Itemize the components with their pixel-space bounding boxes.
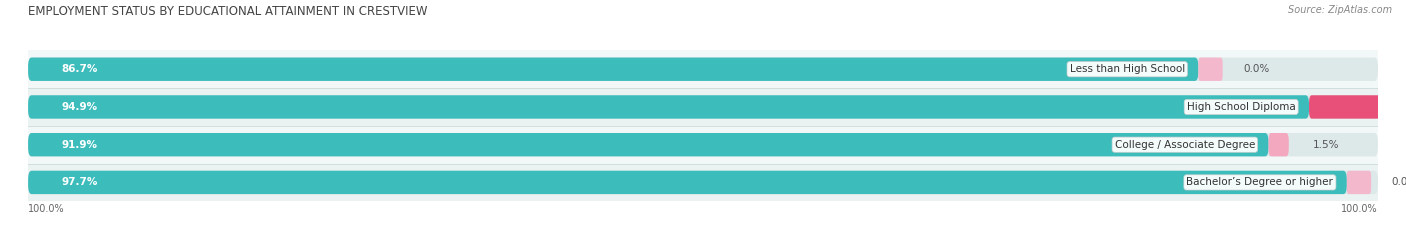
Text: Bachelor’s Degree or higher: Bachelor’s Degree or higher xyxy=(1187,177,1333,187)
Text: EMPLOYMENT STATUS BY EDUCATIONAL ATTAINMENT IN CRESTVIEW: EMPLOYMENT STATUS BY EDUCATIONAL ATTAINM… xyxy=(28,5,427,18)
FancyBboxPatch shape xyxy=(1198,58,1223,81)
FancyBboxPatch shape xyxy=(1268,133,1289,156)
FancyBboxPatch shape xyxy=(1347,171,1371,194)
Text: Source: ZipAtlas.com: Source: ZipAtlas.com xyxy=(1288,5,1392,15)
Text: 97.7%: 97.7% xyxy=(62,177,98,187)
Text: 0.0%: 0.0% xyxy=(1243,64,1270,74)
FancyBboxPatch shape xyxy=(28,171,1347,194)
Text: 86.7%: 86.7% xyxy=(62,64,98,74)
Text: 1.5%: 1.5% xyxy=(1313,140,1340,150)
Text: High School Diploma: High School Diploma xyxy=(1187,102,1295,112)
FancyBboxPatch shape xyxy=(28,58,1198,81)
Bar xyxy=(28,88,1378,126)
FancyBboxPatch shape xyxy=(1309,95,1406,119)
FancyBboxPatch shape xyxy=(28,95,1378,119)
FancyBboxPatch shape xyxy=(28,58,1378,81)
FancyBboxPatch shape xyxy=(28,133,1378,156)
FancyBboxPatch shape xyxy=(28,171,1378,194)
Text: 100.0%: 100.0% xyxy=(1341,204,1378,214)
Text: College / Associate Degree: College / Associate Degree xyxy=(1115,140,1256,150)
Text: 91.9%: 91.9% xyxy=(62,140,98,150)
Bar xyxy=(28,50,1378,88)
Bar xyxy=(28,126,1378,164)
Text: 94.9%: 94.9% xyxy=(62,102,98,112)
FancyBboxPatch shape xyxy=(28,133,1268,156)
Bar xyxy=(28,164,1378,201)
Text: 0.0%: 0.0% xyxy=(1392,177,1406,187)
FancyBboxPatch shape xyxy=(28,95,1309,119)
Text: 100.0%: 100.0% xyxy=(28,204,65,214)
Text: Less than High School: Less than High School xyxy=(1070,64,1185,74)
